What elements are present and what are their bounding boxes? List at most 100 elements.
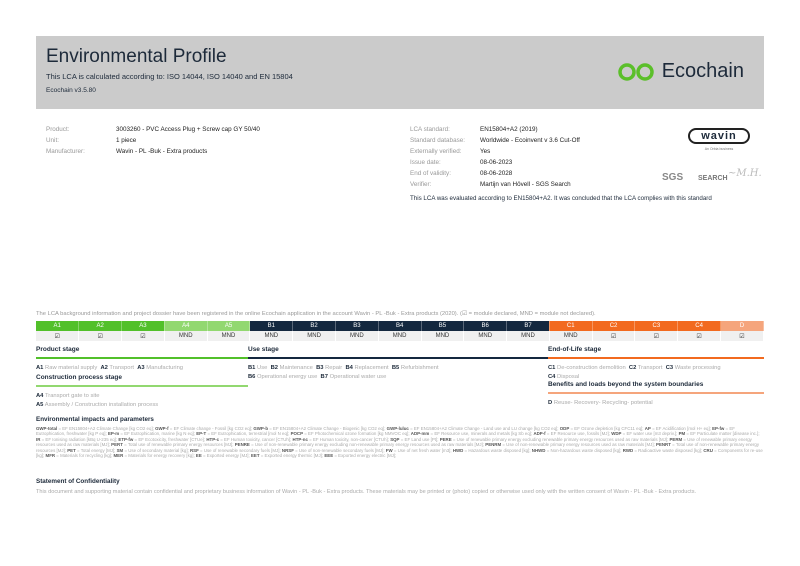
parameter-code: CRU [703,447,713,453]
module-status: ☑ [36,331,80,341]
parameter-code: PET [67,447,76,453]
module-code-label: B3 [316,365,324,371]
stage-divider [548,392,764,394]
parameter-code: ETP-fw [118,436,134,442]
module-code-label: A5 [36,402,44,408]
parameter-description: EF Eutrophication, freshwater [kg P eq] [36,426,735,437]
compliance-statement: This LCA was evaluated according to EN15… [410,195,712,202]
parameter-description: EF water use [m3 depriv.] [626,431,677,437]
parameter-code: GWP-f [155,426,169,431]
info-label: Issue date: [410,159,441,166]
parameter-description: Use of secondary material [kg] [128,447,188,453]
header-banner: Environmental Profile This LCA is calcul… [36,36,764,109]
module-code-label: B6 [248,374,256,380]
module-status: MND [292,331,336,341]
product-info: Product: 3003260 - PVC Access Plug + Scre… [46,124,260,157]
ecochain-logo: Ecochain [616,60,744,83]
env-parameters-title: Environmental impacts and parameters [36,416,154,423]
parameter-description: EF Climate change - Fossil [kg CO2 eq] [173,426,251,431]
parameter-description: Use of non-renewable primary energy excl… [254,442,483,448]
ecochain-logo-text: Ecochain [661,60,744,82]
wavin-logo-subtitle: An Orbia business [704,147,734,151]
parameter-description: EF Human toxicity, cancer [CTUh] [224,436,291,442]
parameter-code: PERT [111,442,123,448]
module-status: MND [463,331,508,341]
parameter-code: EP-T [196,431,207,437]
parameter-description: EF Eutrophication, terrestrial [mol N eq… [211,431,289,437]
sgs-logo: SGS [662,172,684,183]
parameter-code: GWP-luluc [386,426,409,431]
product-stage: Product stage A1 Raw material supply A2 T… [36,346,248,373]
info-row: Standard database: Worldwide - Ecoinvent … [410,135,580,146]
info-value: Martijn van Hövell - SGS Search [480,181,571,188]
module-code: C3 [634,321,679,331]
parameter-description: Use of renewable secondary fuels [MJ] [203,447,280,453]
parameter-code: FW [385,447,393,453]
module-code-label: B7 [320,374,328,380]
parameter-description: Total use of renewable primary energy re… [127,442,233,448]
module-code-label: C4 [548,374,556,380]
parameter-code: AP [644,426,651,431]
module-description: Use [257,365,268,371]
module-description: Waste processing [674,365,721,371]
stage-divider [36,385,248,387]
module-status: ☑ [78,331,123,341]
module-code-label: A2 [100,365,108,371]
parameter-description: EF EN15804+A2 Climate Change - Land use … [413,426,558,431]
confidentiality-text: This document and supporting material co… [36,489,697,495]
use-stage: Use stage B1 Use B2 Maintenance B3 Repair… [248,346,548,382]
parameter-code: WDP [611,431,622,437]
parameter-description: Use of non-renewable primary energy reso… [506,442,654,448]
module-code-label: C2 [628,365,637,371]
parameter-description: EF Photochemical ozone formation [kg NMV… [308,431,409,437]
module-code: B2 [292,321,336,331]
verifier-signature: ~M.H. [728,168,762,179]
stage-title: End-of-Life stage [548,346,602,353]
module-table: A1 A2 A3 A4 A5 B1 B2 B3 B4 B5 B6 B7 C1 C2 C3 C4 D ☑ ☑ ☑ MND… [36,321,764,341]
search-logo: SEARCH [698,175,728,182]
parameter-description: Total energy [MJ] [80,447,115,453]
info-label: Manufacturer: [46,148,85,155]
parameter-description: Exported energy electric [MJ] [338,453,396,459]
parameter-code: PENRT [656,442,671,448]
parameter-description: Total use of non-renewable primary energ… [36,442,760,453]
stage-title: Product stage [36,346,80,353]
info-label: End of validity: [410,170,451,177]
parameter-code: EEE [324,453,334,459]
parameter-code: MFR [45,453,56,459]
module-code-label: C1 [548,365,556,371]
parameter-code: GWP-total [36,426,58,431]
stage-title: Benefits and loads beyond the system bou… [548,381,704,388]
info-row: End of validity: 08-06-2028 [410,168,580,179]
stage-title: Use stage [248,346,279,353]
parameter-code: EET [250,453,260,459]
module-description: Operational energy use [257,374,318,380]
module-description: Assembly / Construction installation pro… [44,402,159,408]
parameter-code: GWP-b [253,426,269,431]
module-status: MND [378,331,422,341]
parameter-description: Exported energy [MJ] [206,453,249,459]
module-status: ☑ [720,331,764,341]
module-code-label: A1 [36,365,44,371]
parameter-code: HTP-nc [292,436,308,442]
stage-legend: C1 De-construction demolition C2 Transpo… [548,364,764,382]
parameter-description: EF Acidification [mol H+ eq] [655,426,710,431]
module-code: D [720,321,764,331]
module-status: MND [335,331,379,341]
stage-legend: A1 Raw material supply A2 Transport A3 M… [36,364,248,373]
module-code: C2 [592,321,636,331]
module-description: Transport [637,365,663,371]
module-code: A5 [207,321,251,331]
module-status: MND [249,331,294,341]
info-value: 3003260 - PVC Access Plug + Screw cap GY… [116,126,260,133]
parameter-description: EF Resource use, fossils [MJ] [550,431,609,437]
parameter-description: EF Ozone depletion [kg CFC11 eq] [574,426,643,431]
registration-note: The LCA background information and proje… [36,311,596,317]
stage-divider [36,357,248,359]
parameter-description: Use of non-renewable secondary fuels [MJ… [298,447,384,453]
module-status: MND [506,331,550,341]
module-code-label: A4 [36,393,44,399]
parameter-code: PENRM [485,442,502,448]
parameter-code: ADP-mm [410,431,430,437]
parameter-code: HWD [452,447,464,453]
